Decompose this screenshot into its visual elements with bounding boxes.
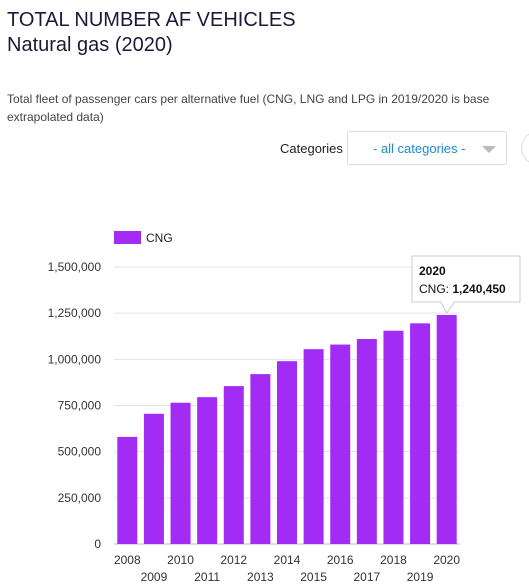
y-tick-label: 1,000,000 <box>48 352 102 366</box>
tooltip-value: 1,240,450 <box>452 282 506 296</box>
legend: CNG <box>114 231 173 245</box>
bars <box>117 314 457 544</box>
x-tick-label: 2020 <box>433 553 460 567</box>
x-tick-label: 2013 <box>247 570 274 584</box>
tooltip-year: 2020 <box>419 264 446 278</box>
x-tick-label: 2014 <box>274 553 301 567</box>
x-tick-label: 2016 <box>327 553 354 567</box>
bar-2014[interactable] <box>277 361 297 544</box>
x-tick-label: 2010 <box>167 553 194 567</box>
x-tick-label: 2017 <box>353 570 380 584</box>
bar-2019[interactable] <box>410 323 431 544</box>
y-tick-label: 750,000 <box>58 399 102 413</box>
y-axis-ticks: 0 250,000 500,000 750,000 1,000,000 1,250,000… <box>48 260 102 551</box>
x-tick-label: 2011 <box>194 570 220 584</box>
x-tick-label: 2009 <box>141 570 168 584</box>
bar-2018[interactable] <box>383 330 404 544</box>
y-tick-label: 1,250,000 <box>48 306 102 320</box>
y-tick-label: 500,000 <box>58 445 102 459</box>
tooltip-value-line: CNG: 1,240,450 <box>419 282 506 296</box>
bar-2009[interactable] <box>143 413 164 544</box>
x-tick-label: 2018 <box>380 553 407 567</box>
bar-2012[interactable] <box>223 386 244 544</box>
categories-selected-value: - all categories - <box>373 141 466 156</box>
categories-label: Categories <box>280 141 343 156</box>
chart-subtitle: Total fleet of passenger cars per altern… <box>7 92 490 124</box>
x-tick-label: 2015 <box>300 570 327 584</box>
y-tick-label: 1,500,000 <box>48 260 102 274</box>
chevron-down-icon <box>482 146 496 153</box>
tooltip-series-label: CNG: <box>419 282 452 296</box>
bar-2010[interactable] <box>170 402 191 544</box>
y-tick-label: 250,000 <box>58 491 102 505</box>
x-tick-label: 2019 <box>407 570 434 584</box>
x-tick-label: 2008 <box>114 553 141 567</box>
bar-2020[interactable] <box>436 314 457 544</box>
chart-title: TOTAL NUMBER AF VEHICLES Natural gas (20… <box>7 9 296 56</box>
tooltip: 2020 CNG: 1,240,450 <box>411 255 521 314</box>
bar-2011[interactable] <box>197 397 218 544</box>
x-tick-label: 2012 <box>220 553 247 567</box>
bar-2016[interactable] <box>330 344 351 544</box>
legend-label-cng: CNG <box>146 231 173 245</box>
bar-2008[interactable] <box>117 436 138 544</box>
bar-2013[interactable] <box>250 374 271 544</box>
bar-2017[interactable] <box>356 339 377 544</box>
bar-2015[interactable] <box>303 349 324 544</box>
tooltip-box <box>411 255 521 314</box>
legend-swatch-cng <box>114 231 141 244</box>
y-tick-label: 0 <box>94 537 101 551</box>
categories-dropdown[interactable]: - all categories - <box>347 131 507 165</box>
